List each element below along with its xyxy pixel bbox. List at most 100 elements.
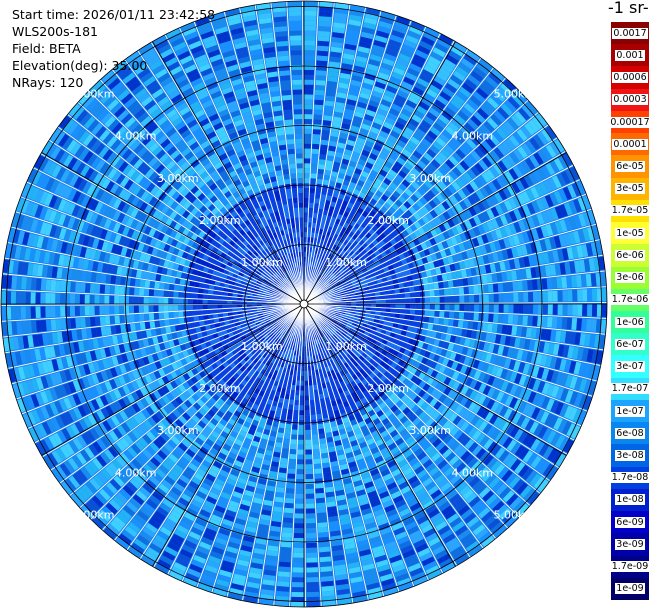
range-gate (365, 307, 371, 311)
range-gate (280, 546, 292, 553)
range-gate (540, 196, 550, 209)
range-gate (365, 274, 371, 280)
range-gate (395, 308, 401, 314)
range-gate (449, 352, 457, 361)
range-gate (332, 346, 338, 352)
range-gate (312, 267, 316, 273)
range-gate (394, 255, 401, 262)
range-gate (437, 325, 444, 332)
range-gate (313, 344, 317, 351)
range-gate (386, 241, 393, 248)
range-gate (541, 316, 548, 328)
range-gate (467, 74, 481, 86)
range-gate (446, 208, 455, 218)
range-gate (301, 366, 304, 371)
range-gate (378, 442, 387, 451)
range-gate (378, 568, 392, 577)
range-gate (305, 493, 315, 499)
range-gate (379, 291, 386, 296)
range-gate (351, 444, 360, 452)
range-gate (379, 232, 387, 240)
range-gate (356, 258, 362, 265)
range-gate (348, 345, 354, 351)
range-gate (450, 545, 464, 557)
range-gate (486, 208, 495, 219)
range-gate (343, 350, 349, 356)
range-gate (324, 328, 330, 333)
range-gate (356, 364, 362, 371)
range-gate (329, 280, 335, 285)
range-gate (317, 321, 322, 327)
range-gate (327, 338, 332, 344)
range-gate (566, 275, 573, 288)
range-gate (571, 275, 577, 288)
range-gate (519, 177, 530, 189)
range-gate (458, 466, 470, 477)
range-gate (459, 232, 467, 242)
range-gate (513, 360, 521, 372)
range-gate (577, 304, 583, 316)
range-gate (564, 261, 571, 274)
range-gate (412, 417, 421, 426)
range-gate (307, 237, 311, 243)
range-gate (553, 417, 563, 431)
range-gate (456, 252, 464, 262)
range-gate (443, 318, 449, 326)
range-gate (392, 262, 399, 269)
range-gate (462, 488, 474, 500)
range-gate (554, 205, 564, 219)
range-gate (326, 155, 334, 162)
range-gate (447, 389, 456, 399)
range-gate (439, 374, 447, 383)
range-gate (403, 39, 417, 49)
range-gate (305, 498, 315, 504)
range-gate (409, 413, 418, 423)
range-gate (549, 237, 557, 249)
range-gate (569, 166, 580, 181)
range-gate (529, 473, 542, 487)
range-gate (316, 409, 322, 415)
range-gate (293, 404, 299, 411)
range-gate (362, 358, 369, 365)
range-gate (369, 54, 382, 62)
range-gate (463, 259, 471, 269)
range-gate (349, 363, 356, 370)
range-gate (390, 294, 396, 299)
range-gate (317, 527, 328, 533)
range-gate (576, 245, 584, 258)
range-gate (335, 322, 341, 327)
range-gate (321, 318, 326, 323)
range-gate (293, 552, 304, 558)
range-gate (454, 404, 464, 415)
range-gate (319, 546, 331, 553)
range-gate (424, 404, 433, 414)
range-gate (441, 562, 456, 573)
range-gate (525, 101, 538, 115)
range-gate (420, 496, 432, 506)
range-gate (360, 337, 367, 343)
range-gate (403, 76, 415, 86)
range-gate (450, 440, 460, 451)
range-gate (331, 400, 337, 407)
range-gate (457, 432, 467, 443)
range-gate (469, 304, 475, 312)
range-gate (588, 258, 596, 272)
range-gate (389, 313, 396, 318)
range-gate (411, 534, 424, 544)
range-gate (514, 386, 523, 398)
range-gate (367, 490, 378, 499)
range-gate (399, 152, 409, 162)
range-gate (356, 539, 369, 547)
range-gate (430, 331, 437, 338)
range-gate (444, 311, 450, 318)
range-gate (376, 30, 390, 39)
range-gate (304, 341, 307, 347)
range-gate (352, 320, 359, 324)
range-gate (354, 484, 365, 492)
range-gate (304, 212, 308, 218)
range-gate (416, 398, 425, 407)
range-gate (339, 313, 345, 317)
range-gate (449, 296, 455, 303)
range-gate (466, 412, 476, 423)
range-gate (476, 127, 488, 140)
